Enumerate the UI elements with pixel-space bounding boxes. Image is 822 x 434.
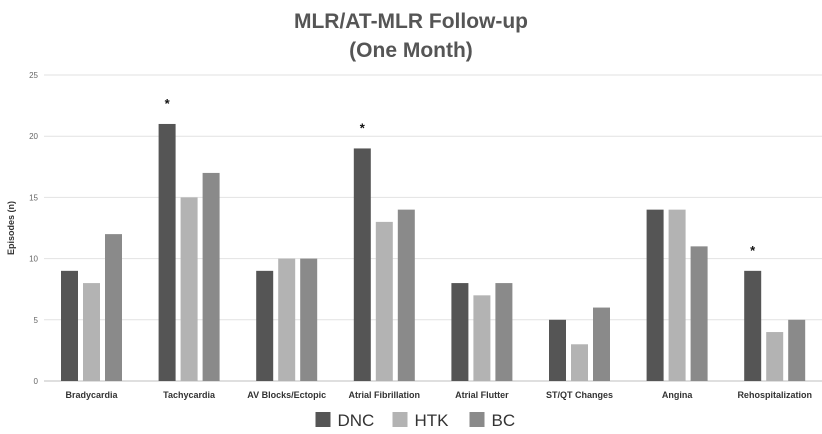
x-category-label: AV Blocks/Ectopic (247, 390, 326, 400)
bar-htk (766, 332, 784, 381)
plot-area: 0 5 10 15 20 25 Bradycardia Tachycardia AV Block… (29, 71, 822, 430)
bar-dnc (549, 319, 566, 381)
bar-htk (571, 344, 588, 381)
bar-dnc (451, 283, 469, 381)
bar-bc (202, 172, 220, 381)
significance-asterisk: * (750, 243, 756, 258)
significance-asterisk: * (165, 96, 171, 111)
bar-htk (668, 209, 686, 381)
x-category-label: Atrial Flutter (455, 390, 509, 400)
x-category-label: Angina (662, 390, 693, 400)
y-axis-label: Episodes (n) (6, 201, 16, 255)
x-category-label: ST/QT Changes (546, 390, 613, 400)
y-tick-label: 10 (29, 255, 38, 264)
significance-asterisk: * (360, 120, 366, 135)
y-tick-label: 15 (29, 193, 38, 202)
legend-swatch-dnc (315, 412, 331, 427)
bar-htk (278, 258, 296, 381)
bar-htk (473, 295, 491, 381)
legend-swatch-bc (469, 412, 485, 427)
bar-dnc (744, 270, 762, 381)
bar-bc (105, 234, 122, 381)
bar-htk (83, 283, 100, 381)
bar-dnc (158, 123, 176, 382)
bar-bc (397, 209, 415, 381)
bar-bc (593, 307, 610, 381)
y-tick-label: 20 (29, 132, 38, 141)
bar-bc (300, 258, 318, 381)
bar-dnc (353, 148, 371, 381)
x-category-label: Tachycardia (163, 390, 216, 400)
legend-label-htk: HTK (415, 411, 450, 430)
chart-title-line-2: (One Month) (349, 39, 473, 62)
bar-bc (690, 246, 708, 381)
bar-htk (375, 221, 393, 381)
legend-label-bc: BC (492, 411, 516, 430)
y-tick-label: 5 (34, 316, 39, 325)
legend-swatch-htk (392, 412, 408, 427)
x-category-label: Bradycardia (65, 390, 118, 400)
bar-bc (788, 319, 806, 381)
y-tick-label: 25 (29, 71, 38, 80)
x-category-label: Rehospitalization (737, 390, 812, 400)
legend-label-dnc: DNC (338, 411, 375, 430)
bar-dnc (61, 270, 78, 381)
bar-dnc (646, 209, 664, 381)
bar-htk (180, 197, 198, 381)
x-category-label: Atrial Fibrillation (349, 390, 421, 400)
y-tick-label: 0 (34, 377, 39, 386)
chart-title-line-1: MLR/AT-MLR Follow-up (294, 10, 528, 33)
bar-dnc (256, 270, 274, 381)
bar-bc (495, 283, 513, 381)
